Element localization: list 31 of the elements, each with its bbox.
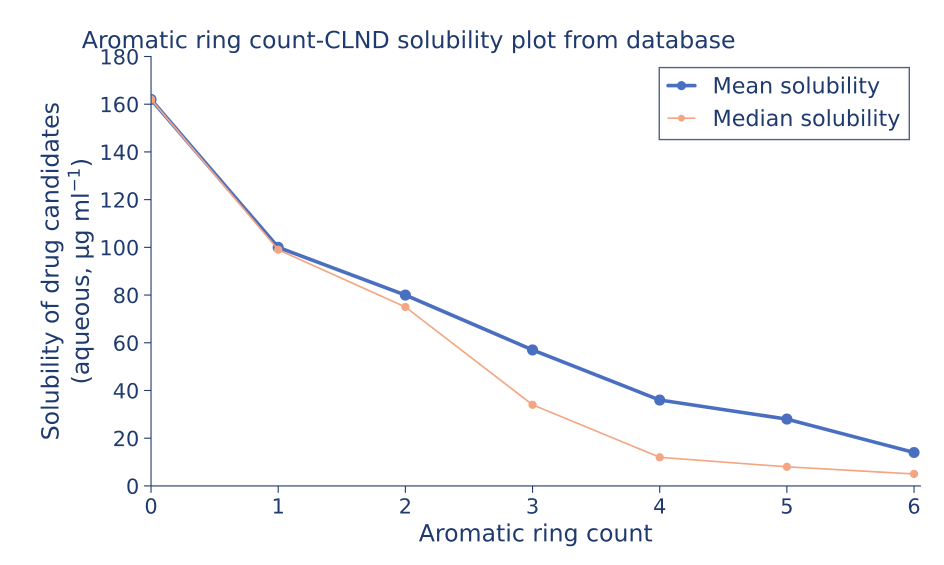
y-tick-label: 20 [114, 430, 138, 446]
x-axis-title: Aromatic ring count [418, 523, 652, 546]
y-axis-title: Solubility of drug candidates (aqueous, μg ml$^{−1}$) [40, 103, 94, 439]
legend-label: Mean solubility [714, 76, 880, 98]
x-tick-label: 2 [400, 498, 410, 514]
y-tick-label: 0 [127, 478, 138, 494]
point [656, 453, 664, 462]
x-tick-label: 0 [146, 498, 156, 514]
y-tick-label: 120 [102, 192, 138, 208]
point [526, 344, 538, 356]
point [782, 462, 792, 471]
x-tick-label: 3 [528, 498, 538, 514]
legend-label: Median solubility [714, 109, 900, 131]
x-tick-label: 6 [908, 498, 920, 514]
point [654, 394, 666, 406]
point [528, 400, 537, 409]
point [781, 414, 792, 425]
x-tick-label: 1 [274, 498, 283, 514]
y-tick-label: 160 [102, 96, 138, 112]
point [401, 302, 410, 312]
point [910, 470, 918, 478]
y-tick-label: 60 [114, 335, 138, 351]
y-tick-label: 100 [102, 240, 138, 256]
x-tick-label: 5 [782, 498, 792, 514]
point [908, 446, 920, 458]
point [400, 290, 411, 301]
point [274, 246, 282, 254]
y-tick-label: 80 [114, 288, 138, 304]
y-tick-label: 140 [102, 144, 138, 160]
x-tick-label: 4 [654, 498, 666, 514]
y-tick-label: 40 [114, 382, 138, 399]
